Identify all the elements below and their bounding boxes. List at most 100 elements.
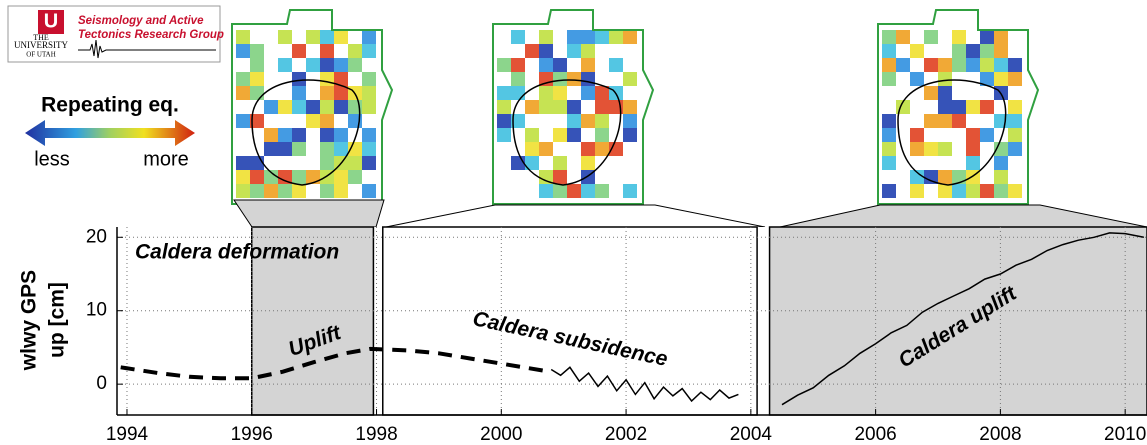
- map-cell: [567, 184, 581, 198]
- y-tick-label: 10: [86, 300, 107, 321]
- map-cell: [334, 72, 348, 86]
- map-cell: [595, 128, 609, 142]
- map-cell: [938, 58, 952, 72]
- logo-text: THE: [33, 33, 49, 42]
- map-cell: [938, 142, 952, 156]
- period-panel: [382, 226, 758, 416]
- map-cell: [525, 156, 539, 170]
- map-cell: [609, 58, 623, 72]
- y-tick-label: 20: [86, 226, 107, 247]
- map-outline: [877, 9, 1040, 205]
- map-cell: [994, 72, 1008, 86]
- map-cell: [595, 30, 609, 44]
- map-cell: [553, 72, 567, 86]
- x-tick-label: 2008: [979, 424, 1021, 445]
- map-cell: [497, 128, 511, 142]
- map-cell: [236, 86, 250, 100]
- map-cell: [938, 170, 952, 184]
- map-cell: [525, 128, 539, 142]
- map-cell: [882, 114, 896, 128]
- x-tick-label: 2006: [854, 424, 896, 445]
- map-cell: [320, 72, 334, 86]
- map-cell: [924, 30, 938, 44]
- logo-text: OF UTAH: [26, 51, 56, 59]
- map-cell: [623, 128, 637, 142]
- map-cell: [539, 170, 553, 184]
- map-cell: [952, 184, 966, 198]
- map-cell: [581, 142, 595, 156]
- map-cell: [966, 142, 980, 156]
- map-cell: [292, 142, 306, 156]
- map-cell: [348, 156, 362, 170]
- legend-low: less: [34, 148, 70, 170]
- inset-map: [492, 9, 655, 205]
- map-cell: [980, 44, 994, 58]
- caldera-outline: [512, 79, 622, 186]
- x-tick-label: 2000: [480, 424, 522, 445]
- map-cell: [264, 128, 278, 142]
- map-cell: [882, 30, 896, 44]
- map-cell: [966, 44, 980, 58]
- map-cell: [938, 184, 952, 198]
- map-cell: [539, 100, 553, 114]
- map-cell: [952, 30, 966, 44]
- map-cell: [320, 30, 334, 44]
- map-cell: [567, 44, 581, 58]
- map-cell: [278, 142, 292, 156]
- map-cell: [966, 184, 980, 198]
- data-line: [781, 232, 1145, 406]
- map-outline: [492, 9, 655, 205]
- map-cell: [595, 184, 609, 198]
- map-cell: [278, 184, 292, 198]
- map-cell: [623, 30, 637, 44]
- map-cell: [525, 44, 539, 58]
- map-cell: [952, 114, 966, 128]
- map-cell: [497, 114, 511, 128]
- map-cell: [539, 184, 553, 198]
- map-cell: [511, 72, 525, 86]
- x-tick-label: 1994: [106, 424, 149, 445]
- map-cell: [497, 58, 511, 72]
- map-cell: [292, 170, 306, 184]
- x-tick-label: 2004: [730, 424, 773, 445]
- map-cell: [348, 170, 362, 184]
- map-cell: [1008, 184, 1022, 198]
- map-cell: [278, 58, 292, 72]
- map-cell: [334, 30, 348, 44]
- map-cell: [567, 30, 581, 44]
- map-cell: [882, 58, 896, 72]
- map-cell: [553, 170, 567, 184]
- map-cell: [306, 170, 320, 184]
- map-cell: [581, 114, 595, 128]
- map-cell: [882, 184, 896, 198]
- map-cell: [362, 156, 376, 170]
- map-cell: [236, 156, 250, 170]
- map-cell: [581, 58, 595, 72]
- map-cell: [264, 100, 278, 114]
- map-cell: [980, 30, 994, 44]
- logo: U THE UNIVERSITY OF UTAH Seismology and …: [7, 5, 224, 63]
- map-cell: [362, 100, 376, 114]
- map-cell: [980, 184, 994, 198]
- map-cell: [236, 170, 250, 184]
- map-cell: [896, 30, 910, 44]
- map-cell: [938, 86, 952, 100]
- map-cell: [306, 100, 320, 114]
- map-cell: [567, 72, 581, 86]
- map-cell: [362, 72, 376, 86]
- map-cell: [1008, 100, 1022, 114]
- map-cell: [334, 100, 348, 114]
- map-cell: [1008, 142, 1022, 156]
- map-cell: [334, 86, 348, 100]
- map-cell: [623, 184, 637, 198]
- map-cell: [609, 30, 623, 44]
- map-cell: [924, 142, 938, 156]
- logo-letter: U: [44, 10, 58, 32]
- seismogram: [78, 39, 216, 59]
- map-cell: [553, 156, 567, 170]
- map-cell: [980, 72, 994, 86]
- map-cell: [994, 30, 1008, 44]
- map-cell: [539, 142, 553, 156]
- map-cell: [882, 128, 896, 142]
